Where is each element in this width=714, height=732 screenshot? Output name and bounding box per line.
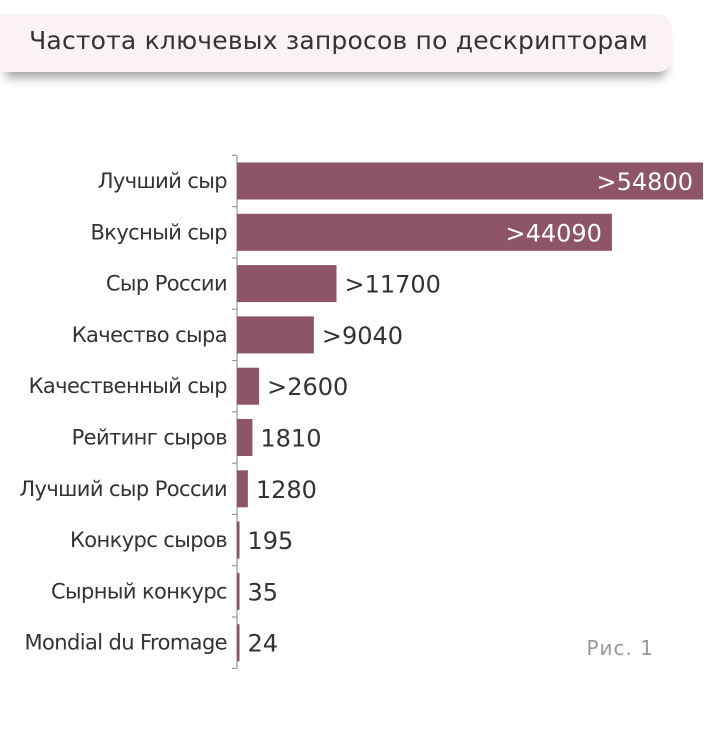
bar [237,572,240,610]
bar [237,521,240,559]
category-label: Качество сыра [72,323,227,347]
chart-header: Частота ключевых запросов по дескриптора… [0,14,672,72]
category-label: Сырный конкурс [51,579,227,603]
value-label: 35 [248,578,279,606]
category-label: Конкурс сыров [70,528,227,552]
chart-title: Частота ключевых запросов по дескриптора… [29,26,648,55]
bar [237,213,612,251]
category-label: Рейтинг сыров [72,426,228,450]
category-label: Качественный сыр [29,374,228,398]
category-label: Лучший сыр России [19,477,227,501]
category-label: Вкусный сыр [90,220,227,244]
value-label: 24 [248,630,279,658]
value-label: >9040 [322,322,403,350]
value-label: >44090 [505,219,601,247]
value-label: >11700 [344,271,440,299]
category-label: Mondial du Fromage [25,631,227,655]
bar [237,162,703,200]
bar [237,316,314,354]
bar [237,419,253,456]
bar [237,265,337,303]
figure-label: Рис. 1 [586,636,654,660]
value-label: 1280 [256,476,317,504]
value-label: >54800 [597,168,693,196]
category-label: Сыр России [106,272,227,296]
value-label: 195 [248,527,294,555]
category-label: Лучший сыр [98,169,228,193]
bar [237,624,240,662]
value-label: 1810 [260,425,321,453]
value-label: >2600 [267,373,348,401]
bar [237,367,260,405]
bar [237,470,248,508]
